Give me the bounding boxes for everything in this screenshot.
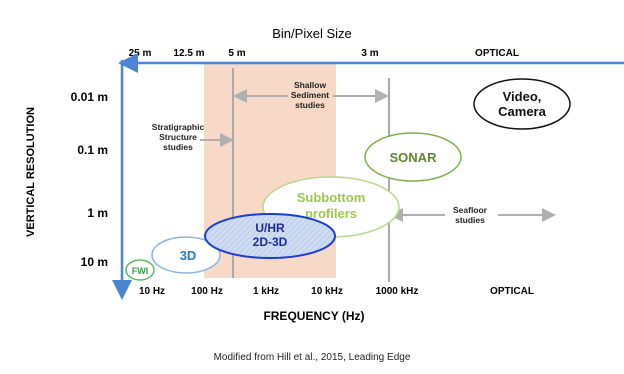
x-label: OPTICAL (490, 286, 534, 297)
method-label: Video, Camera (498, 89, 546, 119)
method-ellipse (473, 78, 571, 130)
y-label: 10 m (81, 255, 108, 269)
top-label: OPTICAL (475, 48, 519, 59)
x-label: 10 Hz (139, 286, 165, 297)
y-label: 1 m (87, 206, 108, 220)
annotation: Seafloor studies (453, 205, 488, 225)
y-label: 0.01 m (71, 90, 108, 104)
top-label: 25 m (129, 48, 152, 59)
method-ellipse (364, 132, 462, 182)
method-label: Subbottom profilers (297, 190, 366, 221)
x-label: 1000 kHz (376, 286, 419, 297)
method-ellipse (125, 259, 155, 281)
method-ellipse (151, 236, 221, 274)
top-label: 5 m (228, 48, 245, 59)
method-label: SONAR (390, 150, 438, 165)
caption: Modified from Hill et al., 2015, Leading… (214, 352, 411, 363)
method-ellipse (204, 213, 336, 259)
top-labels: 25 m 12.5 m 5 m 3 m OPTICAL (129, 48, 519, 59)
x-label: 1 kHz (253, 286, 279, 297)
x-axis-title: FREQUENCY (Hz) (263, 309, 364, 323)
method-label: U/HR 2D-3D (253, 221, 288, 249)
top-label: 3 m (361, 48, 378, 59)
method-label: 3D (180, 248, 197, 263)
x-label: 10 kHz (311, 286, 343, 297)
top-label: 12.5 m (173, 48, 204, 59)
annotation: Shallow Sediment studies (291, 80, 329, 110)
y-label: 0.1 m (77, 143, 108, 157)
y-axis-title: VERTICAL RESOLUTION (25, 107, 37, 237)
x-label: 100 Hz (191, 286, 223, 297)
method-label: FWI (132, 266, 149, 276)
title: Bin/Pixel Size (272, 26, 351, 41)
annotation: Stratigraphic Structure studies (152, 122, 205, 152)
